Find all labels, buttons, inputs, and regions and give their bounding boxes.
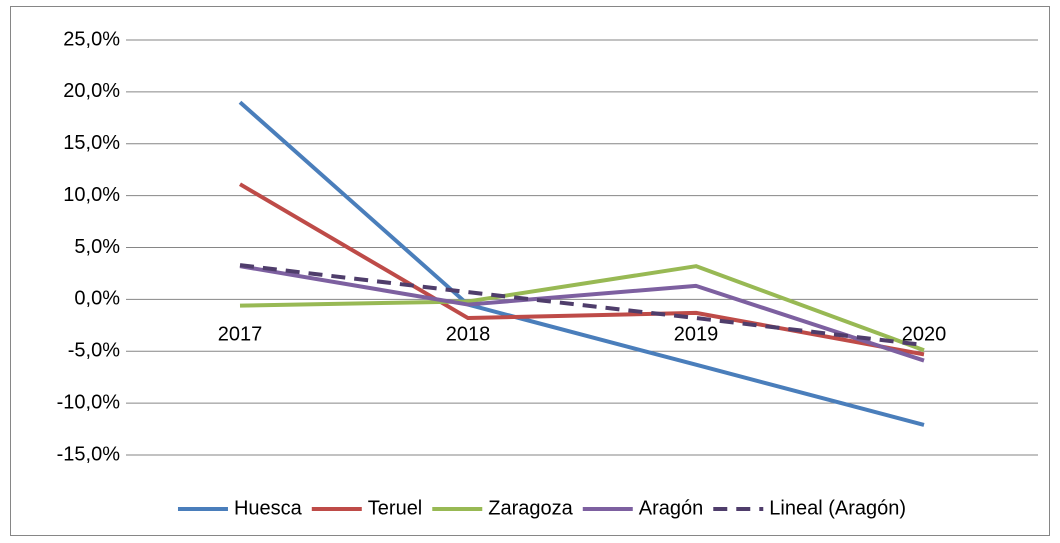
legend-label: Huesca bbox=[234, 497, 303, 519]
series-line bbox=[238, 182, 925, 357]
legend-label: Zaragoza bbox=[488, 497, 573, 519]
y-tick-label: -15,0% bbox=[57, 443, 121, 465]
legend-label: Aragón bbox=[639, 497, 704, 519]
legend-label: Teruel bbox=[368, 497, 422, 519]
legend-label: Lineal (Aragón) bbox=[769, 497, 906, 519]
x-tick-label: 2018 bbox=[446, 324, 491, 346]
y-tick-label: 0,0% bbox=[74, 288, 120, 310]
x-tick-label: 2017 bbox=[218, 324, 263, 346]
series-line bbox=[238, 100, 925, 427]
y-tick-label: 25,0% bbox=[63, 28, 120, 50]
y-tick-label: -10,0% bbox=[57, 391, 121, 413]
series-line bbox=[239, 264, 925, 363]
y-tick-label: 10,0% bbox=[63, 184, 120, 206]
y-tick-label: 5,0% bbox=[74, 236, 120, 258]
y-tick-label: -5,0% bbox=[68, 340, 120, 362]
series-line bbox=[239, 264, 925, 353]
y-tick-label: 20,0% bbox=[63, 80, 120, 102]
y-tick-label: 15,0% bbox=[63, 132, 120, 154]
chart-border bbox=[10, 6, 1050, 536]
x-tick-label: 2020 bbox=[902, 324, 947, 346]
x-tick-label: 2019 bbox=[674, 324, 719, 346]
